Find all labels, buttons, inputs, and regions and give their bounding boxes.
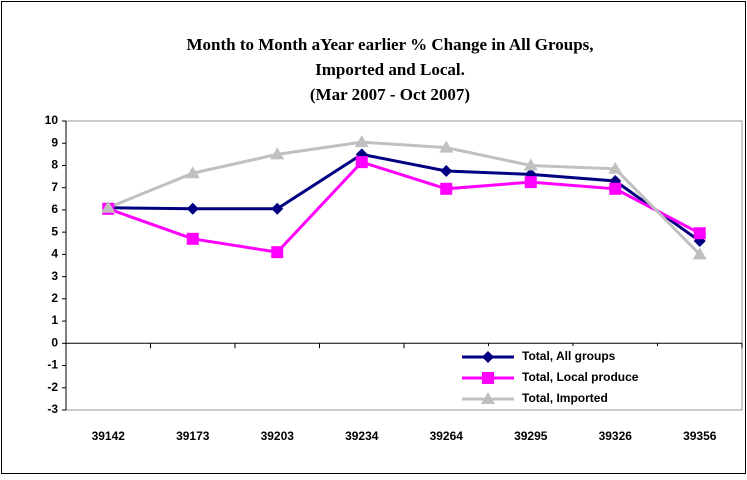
x-tick-label: 39295 [514, 429, 548, 443]
legend-label: Total, All groups [522, 349, 616, 363]
point [271, 202, 284, 215]
x-tick-label: 39203 [261, 429, 295, 443]
point [270, 147, 285, 160]
y-tick-label: 10 [45, 113, 59, 127]
legend-marker [481, 392, 495, 404]
y-tick-label: 2 [51, 291, 58, 305]
point [524, 176, 537, 189]
series-line [107, 160, 701, 254]
point [609, 182, 622, 195]
point [440, 182, 453, 195]
y-tick-label: 0 [51, 335, 58, 349]
point [185, 166, 200, 179]
legend-label: Total, Imported [522, 391, 608, 405]
x-tick-label: 39264 [430, 429, 464, 443]
y-tick-label: 9 [51, 135, 58, 149]
y-tick-label: 1 [51, 313, 58, 327]
point [440, 165, 453, 178]
point [692, 247, 707, 260]
y-tick-label: 8 [51, 158, 58, 172]
point [271, 246, 284, 259]
y-tick-label: 3 [51, 269, 58, 283]
y-tick-label: -1 [47, 358, 58, 372]
x-tick-label: 39173 [176, 429, 210, 443]
chart-subtitle: (Mar 2007 - Oct 2007) [310, 85, 470, 104]
x-tick-label: 39356 [683, 429, 717, 443]
point [693, 227, 706, 240]
x-tick-label: 39234 [345, 429, 379, 443]
y-tick-label: 6 [51, 202, 58, 216]
series-line [107, 140, 701, 256]
point [354, 135, 369, 148]
legend-label: Total, Local produce [522, 370, 639, 384]
y-tick-label: 4 [51, 247, 58, 261]
point [523, 158, 538, 171]
y-tick-label: 5 [51, 224, 58, 238]
point [608, 161, 623, 174]
point [101, 200, 116, 213]
series-line [108, 152, 701, 243]
y-tick-label: 7 [51, 180, 58, 194]
x-tick-label: 39142 [92, 429, 126, 443]
y-tick-label: -3 [47, 402, 58, 416]
point [186, 232, 199, 245]
legend-marker [482, 372, 494, 384]
x-tick-label: 39326 [599, 429, 633, 443]
chart-title: Imported and Local. [315, 60, 465, 79]
point [186, 202, 199, 215]
point [439, 140, 454, 153]
y-tick-label: -2 [47, 380, 58, 394]
chart-title: Month to Month aYear earlier % Change in… [186, 35, 593, 54]
point [355, 156, 368, 169]
legend-marker [482, 351, 494, 363]
